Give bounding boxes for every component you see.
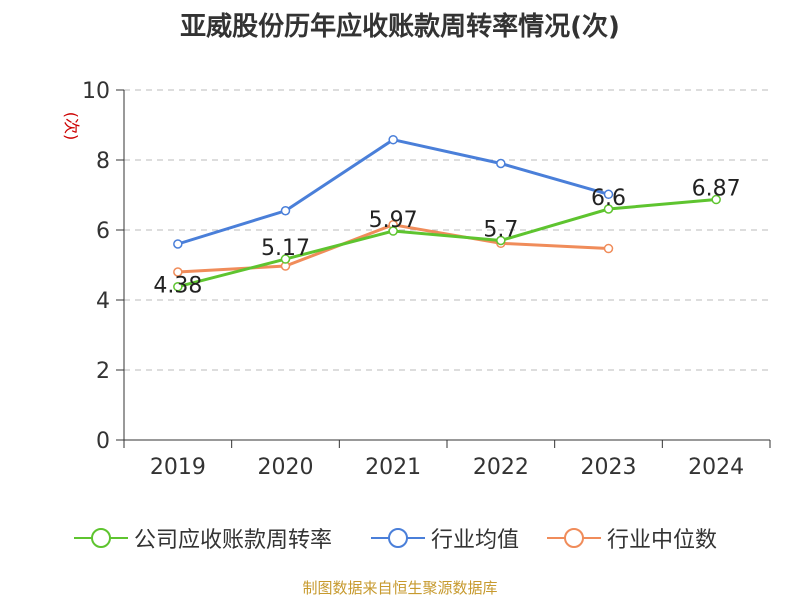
x-tick-label-2024: 2024 [688, 455, 744, 480]
legend-label-industry-median: 行业中位数 [607, 528, 718, 553]
y-tick-label-4: 4 [96, 289, 110, 314]
x-tick-label-2020: 2020 [258, 455, 314, 480]
data-label-2023: 6.6 [591, 186, 626, 211]
y-tick-label-6: 6 [96, 219, 110, 244]
point-company-2019 [173, 281, 183, 292]
data-label-2020: 5.17 [261, 236, 310, 261]
point-company-2021 [388, 226, 398, 236]
point-industry-avg-2022 [496, 158, 506, 169]
point-company-2022 [496, 235, 506, 246]
y-axis-unit-label: (次) [62, 112, 81, 141]
point-industry-avg-2023 [603, 189, 614, 200]
data-label-2021: 5.97 [369, 208, 418, 233]
data-source-note: 制图数据来自恒生聚源数据库 [302, 579, 498, 597]
series-line-company [177, 198, 717, 289]
x-tick-label-2019: 2019 [150, 455, 206, 480]
point-industry-median-2023 [603, 243, 614, 254]
legend-label-industry-avg: 行业均值 [431, 528, 520, 553]
legend-marker-company [74, 528, 128, 548]
point-industry-avg-2020 [280, 206, 291, 216]
point-industry-avg-2021 [388, 134, 398, 145]
legend-item-industry-avg[interactable]: 行业均值 [371, 518, 519, 558]
point-industry-avg-2019 [173, 239, 183, 249]
legend-item-company[interactable]: 公司应收账款周转率 [74, 518, 332, 558]
point-industry-median-2019 [173, 267, 183, 277]
point-company-2024 [711, 194, 721, 205]
chart-legend: 公司应收账款周转率 行业均值 行业中位数 [0, 518, 800, 558]
y-tick-label-8: 8 [96, 149, 110, 174]
point-company-2020 [280, 254, 291, 264]
x-tick-label-2022: 2022 [473, 455, 529, 480]
legend-label-company: 公司应收账款周转率 [134, 528, 333, 553]
legend-item-industry-median[interactable]: 行业中位数 [547, 518, 717, 558]
y-tick-label-2: 2 [96, 359, 110, 384]
chart-title: 亚威股份历年应收账款周转率情况(次) [180, 12, 620, 42]
y-tick-label-0: 0 [96, 429, 110, 454]
point-company-2023 [603, 204, 614, 214]
data-label-2022: 5.7 [483, 218, 518, 243]
legend-marker-industry-avg [371, 528, 425, 548]
legend-marker-industry-median [547, 528, 601, 548]
x-tick-label-2021: 2021 [365, 455, 421, 480]
data-label-2024: 6.87 [692, 177, 741, 202]
data-label-2019: 4.38 [153, 274, 202, 299]
x-tick-label-2023: 2023 [581, 455, 637, 480]
y-tick-label-10: 10 [82, 79, 110, 104]
